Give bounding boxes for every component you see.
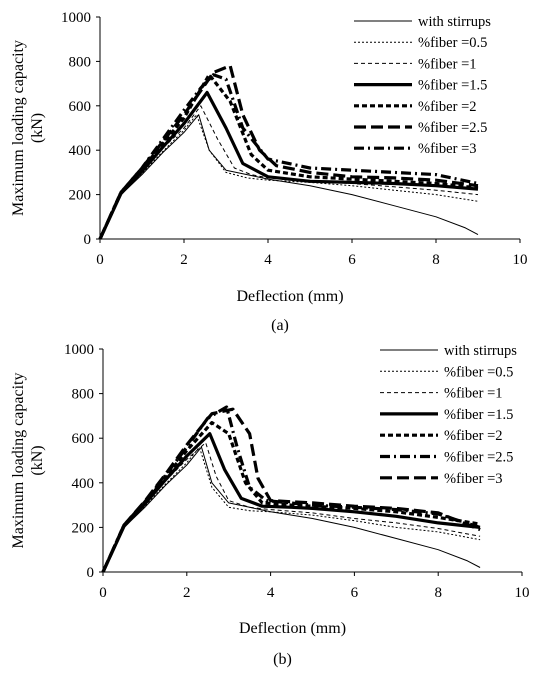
series-line (98, 73, 479, 240)
x-axis-title: Deflection (mm) (239, 620, 346, 637)
x-tick-label: 2 (180, 252, 188, 268)
series-line (98, 73, 479, 240)
y-tick-label: 0 (87, 565, 95, 581)
legend-label: %fiber =2.5 (418, 120, 487, 136)
series-line (99, 114, 479, 240)
x-tick-label: 8 (432, 252, 440, 268)
chart-panel-b: 0 2 4 6 8 10 0 200 400 600 800 1000 Deflection (mm) M… (10, 342, 530, 668)
series-line (101, 421, 481, 573)
series-line (102, 446, 481, 573)
y-tick-label: 400 (72, 476, 95, 492)
y-tick-label: 600 (69, 99, 92, 115)
series-line (99, 114, 479, 240)
y-axis-title-line: Maximum loading capacity (10, 40, 27, 216)
y-tick-label: 200 (69, 188, 92, 204)
y-tick-label: 1000 (64, 342, 94, 358)
chart-panel-a: 0 2 4 6 8 10 0 200 400 600 800 1000 Deflection (mm) M… (10, 10, 528, 334)
y-tick-label: 800 (72, 387, 95, 403)
y-axis-title-line: (kN) (29, 113, 46, 143)
y-axis-title: Maximum loading capacity (kN) (10, 373, 46, 549)
y-tick-label: 1000 (61, 10, 91, 26)
series-line (102, 446, 481, 573)
series-line (101, 432, 481, 573)
legend-label: %fiber =1.5 (444, 407, 513, 423)
y-axis-title-line: (kN) (29, 445, 46, 475)
series-line (98, 90, 479, 240)
legend-label: %fiber =3 (418, 141, 477, 157)
series-line (99, 105, 479, 240)
y-tick-label: 200 (72, 520, 95, 536)
y-axis-title: Maximum loading capacity (kN) (10, 40, 46, 216)
legend-label: %fiber =0.5 (418, 35, 487, 51)
legend-label: %fiber =1 (444, 386, 503, 402)
x-tick-label: 10 (513, 252, 528, 268)
series-line (101, 405, 481, 573)
x-tick-label: 6 (351, 585, 359, 601)
x-tick-label: 4 (267, 585, 275, 601)
legend-label: %fiber =1 (418, 56, 477, 72)
y-axis-title-line: Maximum loading capacity (10, 373, 27, 549)
legend-label: %fiber =0.5 (444, 364, 513, 380)
series-line (102, 442, 481, 573)
legend-label: with stirrups (444, 343, 517, 359)
x-tick-label: 2 (183, 585, 191, 601)
x-tick-label: 0 (96, 252, 104, 268)
figure-caption: (a) (271, 317, 289, 334)
legend-label: with stirrups (418, 14, 491, 30)
y-tick-label: 400 (69, 143, 92, 159)
x-tick-label: 8 (434, 585, 442, 601)
legend-label: %fiber =3 (444, 471, 503, 487)
legend-label: %fiber =2.5 (444, 450, 513, 466)
legend-label: %fiber =2 (444, 428, 503, 444)
legend-label: %fiber =2 (418, 99, 477, 115)
y-tick-label: 600 (72, 431, 95, 447)
x-tick-label: 0 (99, 585, 107, 601)
x-tick-label: 10 (515, 585, 530, 601)
y-tick-label: 800 (69, 54, 92, 70)
x-axis-title: Deflection (mm) (236, 288, 343, 305)
legend-label: %fiber =1.5 (418, 78, 487, 94)
x-tick-label: 4 (264, 252, 272, 268)
series-line (101, 407, 481, 573)
figure-caption: (b) (273, 651, 292, 668)
x-tick-label: 6 (348, 252, 356, 268)
y-tick-label: 0 (84, 232, 92, 248)
